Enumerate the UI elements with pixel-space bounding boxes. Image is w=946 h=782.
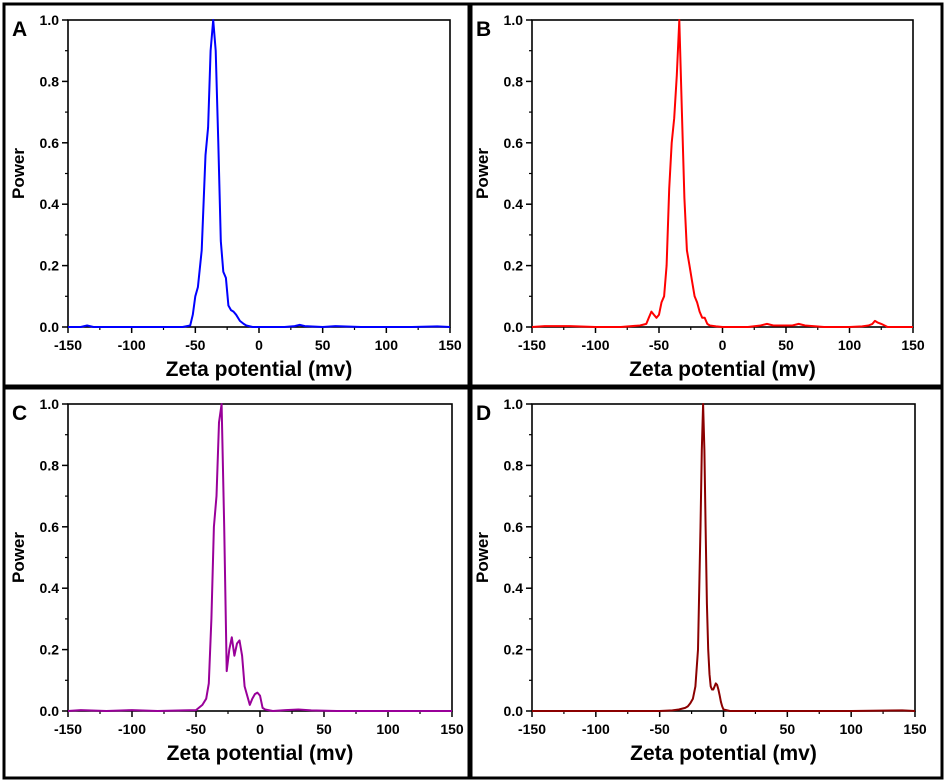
- panel-d-y-tick-label: 0.2: [504, 642, 524, 658]
- panel-a-x-tick-label: 100: [375, 337, 399, 353]
- panel-b-x-tick-label: -100: [581, 337, 609, 353]
- panel-b-x-tick-label: -50: [649, 337, 669, 353]
- panel-d-y-tick-label: 1.0: [504, 396, 524, 412]
- panel-c-x-tick-label: 0: [256, 721, 264, 737]
- panel-a-frame: [2, 2, 471, 388]
- panel-b-frame: [469, 2, 944, 388]
- panel-d-x-tick-label: 50: [780, 721, 796, 737]
- panel-b-x-axis-title: Zeta potential (mv): [629, 358, 816, 381]
- panel-c-x-axis-title: Zeta potential (mv): [167, 742, 354, 765]
- panel-a-y-tick-label: 0.2: [40, 258, 60, 274]
- panel-a-plot-area: [67, 19, 451, 328]
- panel-c-y-tick-label: 0.6: [40, 519, 60, 535]
- panel-c-y-tick-label: 0.8: [40, 457, 60, 473]
- panel-c-x-tick-label: 50: [316, 721, 332, 737]
- panel-c-y-tick-label: 0.0: [40, 703, 60, 719]
- panel-a-series-line: [68, 19, 451, 328]
- panel-a-y-tick-label: 1.0: [40, 12, 60, 28]
- panel-d-frame: [469, 386, 944, 780]
- panel-c-series-line: [67, 403, 452, 712]
- panel-b-x-tick-label: 150: [901, 337, 925, 353]
- panel-d-y-tick-label: 0.6: [504, 519, 524, 535]
- panel-d-series-line: [532, 403, 916, 712]
- panel-a-x-tick-label: -150: [54, 337, 82, 353]
- panel-d-y-tick-label: 0.0: [504, 703, 524, 719]
- panel-c-x-tick-label: 100: [376, 721, 400, 737]
- panel-d-y-tick-label: 0.4: [504, 580, 524, 596]
- panel-d-x-tick-label: -100: [582, 721, 610, 737]
- panel-b-y-tick-label: 0.6: [504, 135, 524, 151]
- panel-c-x-tick-label: -150: [54, 721, 82, 737]
- panel-a-y-tick-label: 0.6: [40, 135, 60, 151]
- panel-c-frame: [2, 386, 471, 780]
- panel-c-x-tick-label: 150: [440, 721, 464, 737]
- panel-b-letter: B: [476, 18, 491, 41]
- panel-d-x-tick-label: -50: [650, 721, 670, 737]
- panel-c-y-tick-label: 0.4: [40, 580, 60, 596]
- panel-b-x-tick-label: 50: [778, 337, 794, 353]
- panel-d-x-tick-label: -150: [518, 721, 546, 737]
- panel-b-x-tick-label: -150: [518, 337, 546, 353]
- panel-d-letter: D: [476, 402, 491, 425]
- panel-d-y-axis-title: Power: [473, 532, 492, 583]
- panel-b-y-tick-label: 0.8: [504, 73, 524, 89]
- panel-b-y-axis-title: Power: [473, 148, 492, 199]
- panel-b-y-tick-label: 0.4: [504, 196, 524, 212]
- panel-d-y-tick-label: 0.8: [504, 457, 524, 473]
- panel-a-y-tick-label: 0.8: [40, 73, 60, 89]
- panel-c-x-tick-label: -50: [186, 721, 206, 737]
- panel-b-y-tick-label: 0.0: [504, 319, 524, 335]
- panel-a-x-tick-label: 0: [255, 337, 263, 353]
- panel-a-y-tick-label: 0.4: [40, 196, 60, 212]
- panel-a-x-tick-label: -100: [118, 337, 146, 353]
- panel-c-y-tick-label: 1.0: [40, 396, 60, 412]
- panel-d-x-tick-label: 0: [720, 721, 728, 737]
- panel-c-letter: C: [12, 402, 27, 425]
- panel-d-x-tick-label: 150: [903, 721, 927, 737]
- panel-a-x-tick-label: 150: [438, 337, 462, 353]
- panel-a-x-tick-label: -50: [185, 337, 205, 353]
- panel-b-x-tick-label: 100: [838, 337, 862, 353]
- panel-b-series-line: [531, 19, 913, 328]
- panel-c-plot-area: [67, 403, 453, 712]
- panel-b-x-tick-label: 0: [719, 337, 727, 353]
- panel-d-x-axis-title: Zeta potential (mv): [630, 742, 817, 765]
- panel-b-y-tick-label: 0.2: [504, 258, 524, 274]
- panel-c-y-axis-title: Power: [9, 532, 28, 583]
- panel-b-y-tick-label: 1.0: [504, 12, 524, 28]
- panel-a-x-tick-label: 50: [315, 337, 331, 353]
- panel-a-x-axis-title: Zeta potential (mv): [166, 358, 353, 381]
- panel-d-plot-area: [531, 403, 916, 712]
- panel-a-y-axis-title: Power: [9, 148, 28, 199]
- panel-c-y-tick-label: 0.2: [40, 642, 60, 658]
- panel-c-x-tick-label: -100: [118, 721, 146, 737]
- panel-b-plot-area: [531, 19, 914, 328]
- panel-d-x-tick-label: 100: [839, 721, 863, 737]
- panel-a-y-tick-label: 0.0: [40, 319, 60, 335]
- panel-a-letter: A: [12, 18, 27, 41]
